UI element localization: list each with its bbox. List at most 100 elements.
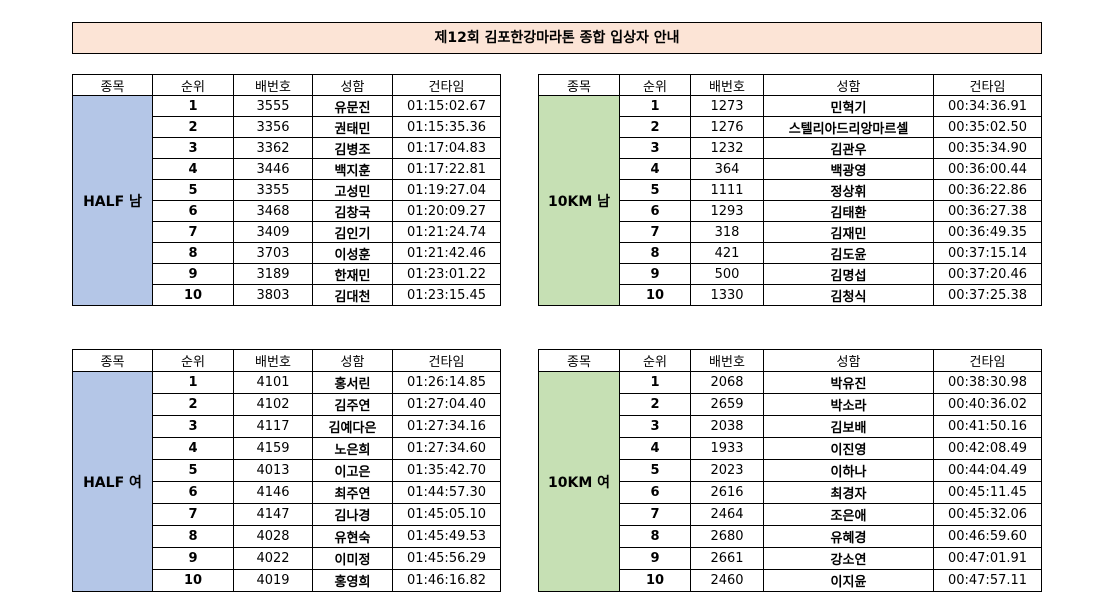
cell: 9 bbox=[152, 263, 234, 285]
cell: 1330 bbox=[690, 284, 764, 306]
cell: 고성민 bbox=[312, 179, 393, 201]
cell: 최주연 bbox=[312, 481, 393, 504]
cell: 01:27:34.16 bbox=[392, 415, 501, 438]
cell: 00:41:50.16 bbox=[933, 415, 1042, 438]
cell: 00:35:34.90 bbox=[933, 137, 1042, 159]
cell: 홍영희 bbox=[312, 569, 393, 592]
category-cell: HALF 여 bbox=[72, 371, 153, 592]
cell: 2 bbox=[152, 116, 234, 138]
header-cell: 성함 bbox=[763, 74, 934, 96]
cell: 박유진 bbox=[763, 371, 934, 394]
data-row: 7 318 김재민 00:36:49.35 bbox=[539, 221, 1042, 243]
category-cell: 10KM 남 bbox=[538, 95, 620, 306]
cell: 권태민 bbox=[312, 116, 393, 138]
result-table: 종목 순위 배번호 성함 건타임 HALF 남 1 3555 유문진 01:15:02.67 2 33… bbox=[72, 74, 501, 306]
cell: 김도윤 bbox=[763, 242, 934, 264]
cell: 1273 bbox=[690, 95, 764, 117]
cell: 01:15:35.36 bbox=[392, 116, 501, 138]
data-row: 6 2616 최경자 00:45:11.45 bbox=[539, 481, 1042, 504]
cell: 5 bbox=[619, 459, 691, 482]
data-row: 3 3362 김병조 01:17:04.83 bbox=[73, 137, 501, 159]
cell: 00:45:32.06 bbox=[933, 503, 1042, 526]
cell: 김주연 bbox=[312, 393, 393, 416]
cell: 10 bbox=[152, 569, 234, 592]
cell: 이지윤 bbox=[763, 569, 934, 592]
cell: 01:21:24.74 bbox=[392, 221, 501, 243]
data-row: 10 4019 홍영희 01:46:16.82 bbox=[73, 569, 501, 592]
data-row: 10KM 여 1 2068 박유진 00:38:30.98 bbox=[538, 371, 1042, 592]
cell: 4 bbox=[152, 437, 234, 460]
cell: 00:36:00.44 bbox=[933, 158, 1042, 180]
cell: 6 bbox=[152, 200, 234, 222]
cell: 6 bbox=[619, 481, 691, 504]
cell: 이미정 bbox=[312, 547, 393, 570]
header-cell: 성함 bbox=[312, 349, 393, 372]
cell: 3803 bbox=[233, 284, 313, 306]
cell: 4117 bbox=[233, 415, 313, 438]
data-row: HALF 여 1 4101 홍서린 01:26:14.85 bbox=[72, 371, 501, 592]
header-cell: 종목 bbox=[72, 74, 153, 96]
cell: 1933 bbox=[690, 437, 764, 460]
header-row: 종목 순위 배번호 성함 건타임 bbox=[538, 74, 1042, 96]
cell: 8 bbox=[152, 242, 234, 264]
data-row: 10KM 남 1 1273 민혁기 00:34:36.91 bbox=[538, 95, 1042, 306]
cell: 00:34:36.91 bbox=[933, 95, 1042, 117]
data-row: 8 421 김도윤 00:37:15.14 bbox=[539, 242, 1042, 264]
cell: 1 bbox=[152, 95, 234, 117]
cell: 7 bbox=[152, 221, 234, 243]
data-row: 10 3803 김대천 01:23:15.45 bbox=[73, 284, 501, 306]
cell: 1 bbox=[619, 95, 691, 117]
category-cell: HALF 남 bbox=[72, 95, 153, 306]
cell: 4028 bbox=[233, 525, 313, 548]
cell: 3 bbox=[152, 415, 234, 438]
cell: 홍서린 bbox=[312, 371, 393, 394]
title: 제12회 김포한강마라톤 종합 입상자 안내 bbox=[72, 22, 1042, 54]
cell: 스텔리아드리앙마르셀 bbox=[763, 116, 934, 138]
cell: 6 bbox=[152, 481, 234, 504]
cell: 백지훈 bbox=[312, 158, 393, 180]
cell: 00:35:02.50 bbox=[933, 116, 1042, 138]
data-row: 3 1232 김관우 00:35:34.90 bbox=[539, 137, 1042, 159]
header-cell: 종목 bbox=[538, 349, 620, 372]
data-row: HALF 남 1 3555 유문진 01:15:02.67 bbox=[72, 95, 501, 306]
data-row: 3 2038 김보배 00:41:50.16 bbox=[539, 415, 1042, 438]
cell: 백광영 bbox=[763, 158, 934, 180]
cell: 최경자 bbox=[763, 481, 934, 504]
cell: 01:44:57.30 bbox=[392, 481, 501, 504]
cell: 2 bbox=[619, 393, 691, 416]
header-cell: 건타임 bbox=[392, 74, 501, 96]
cell: 조은애 bbox=[763, 503, 934, 526]
header-cell: 성함 bbox=[312, 74, 393, 96]
cell: 정상휘 bbox=[763, 179, 934, 201]
cell: 01:23:01.22 bbox=[392, 263, 501, 285]
cell: 318 bbox=[690, 221, 764, 243]
data-row: 4 4159 노은희 01:27:34.60 bbox=[73, 437, 501, 460]
cell: 한재민 bbox=[312, 263, 393, 285]
cell: 01:21:42.46 bbox=[392, 242, 501, 264]
cell: 01:26:14.85 bbox=[392, 371, 501, 394]
cell: 김대천 bbox=[312, 284, 393, 306]
cell: 7 bbox=[619, 503, 691, 526]
data-row: 7 4147 김나경 01:45:05.10 bbox=[73, 503, 501, 526]
cell: 6 bbox=[619, 200, 691, 222]
data-row: 5 3355 고성민 01:19:27.04 bbox=[73, 179, 501, 201]
cell: 2038 bbox=[690, 415, 764, 438]
cell: 8 bbox=[619, 242, 691, 264]
header-cell: 성함 bbox=[763, 349, 934, 372]
cell: 4147 bbox=[233, 503, 313, 526]
cell: 10 bbox=[152, 284, 234, 306]
cell: 김병조 bbox=[312, 137, 393, 159]
cell: 2661 bbox=[690, 547, 764, 570]
data-row: 8 3703 이성훈 01:21:42.46 bbox=[73, 242, 501, 264]
cell: 이성훈 bbox=[312, 242, 393, 264]
cell: 4 bbox=[619, 437, 691, 460]
cell: 4146 bbox=[233, 481, 313, 504]
result-table: 종목 순위 배번호 성함 건타임 10KM 여 1 2068 박유진 00:38:30.98 2 26… bbox=[538, 349, 1042, 592]
cell: 1111 bbox=[690, 179, 764, 201]
cell: 00:36:27.38 bbox=[933, 200, 1042, 222]
cell: 3446 bbox=[233, 158, 313, 180]
header-cell: 배번호 bbox=[233, 349, 313, 372]
data-row: 8 4028 유현숙 01:45:49.53 bbox=[73, 525, 501, 548]
cell: 00:44:04.49 bbox=[933, 459, 1042, 482]
cell: 01:27:04.40 bbox=[392, 393, 501, 416]
